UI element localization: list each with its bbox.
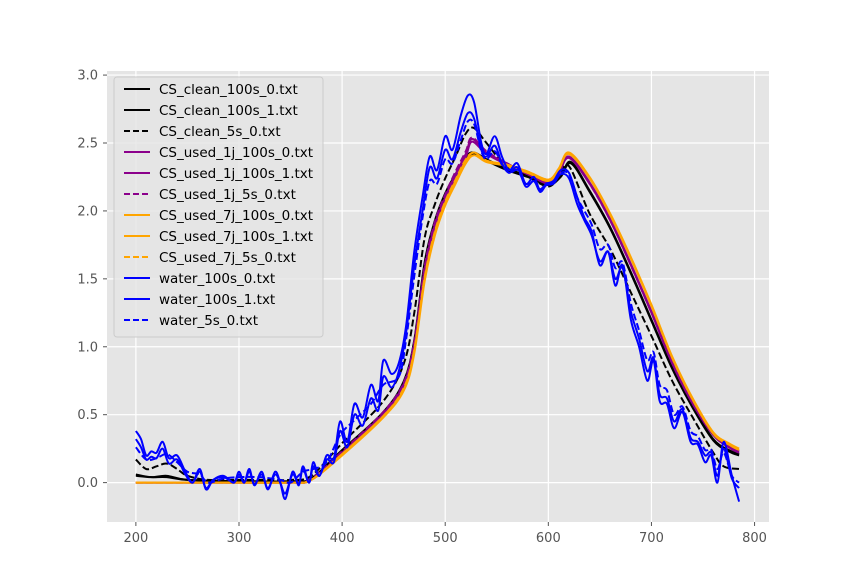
series-line-8	[135, 151, 740, 484]
x-tick-label: 200	[123, 531, 148, 546]
legend-label-11: water_5s_0.txt	[159, 313, 258, 329]
x-tick-label: 600	[536, 531, 561, 546]
x-tick-label: 800	[742, 531, 767, 546]
legend-label-10: water_100s_1.txt	[159, 292, 275, 308]
x-axis-ticks: 200 300 400 500 600 700 800	[123, 522, 767, 546]
legend-label-6: CS_used_7j_100s_0.txt	[159, 208, 313, 224]
series-line-5	[135, 136, 740, 484]
y-tick-label: 0.0	[77, 476, 98, 491]
x-tick-label: 400	[330, 531, 355, 546]
y-tick-label: 0.5	[77, 408, 98, 423]
legend-box	[113, 76, 324, 338]
y-tick-label: 1.0	[77, 340, 98, 355]
legend-label-4: CS_used_1j_100s_1.txt	[159, 166, 313, 182]
y-tick-label: 2.5	[77, 136, 98, 151]
x-tick-label: 700	[639, 531, 664, 546]
legend-label-3: CS_used_1j_100s_0.txt	[159, 145, 313, 161]
series-line-2	[135, 126, 740, 482]
legend-label-0: CS_clean_100s_0.txt	[159, 82, 298, 98]
legend-label-5: CS_used_1j_5s_0.txt	[159, 187, 296, 203]
series-line-10	[135, 111, 740, 495]
y-tick-label: 3.0	[77, 69, 98, 84]
legend-label-8: CS_used_7j_5s_0.txt	[159, 250, 296, 266]
legend-label-1: CS_clean_100s_1.txt	[159, 103, 298, 119]
y-axis-ticks: 0.0 0.5 1.0 1.5 2.0 2.5 3.0	[77, 69, 107, 491]
series-line-11	[135, 118, 740, 484]
x-tick-label: 300	[227, 531, 252, 546]
x-tick-label: 500	[433, 531, 458, 546]
legend-label-9: water_100s_0.txt	[159, 271, 275, 287]
y-tick-label: 1.5	[77, 272, 98, 287]
series-lines	[135, 93, 741, 502]
legend-label-2: CS_clean_5s_0.txt	[159, 124, 281, 140]
legend: CS_clean_100s_0.txt CS_clean_100s_1.txt CS…	[113, 76, 324, 338]
legend-label-7: CS_used_7j_100s_1.txt	[159, 229, 313, 245]
y-tick-label: 2.0	[77, 204, 98, 219]
